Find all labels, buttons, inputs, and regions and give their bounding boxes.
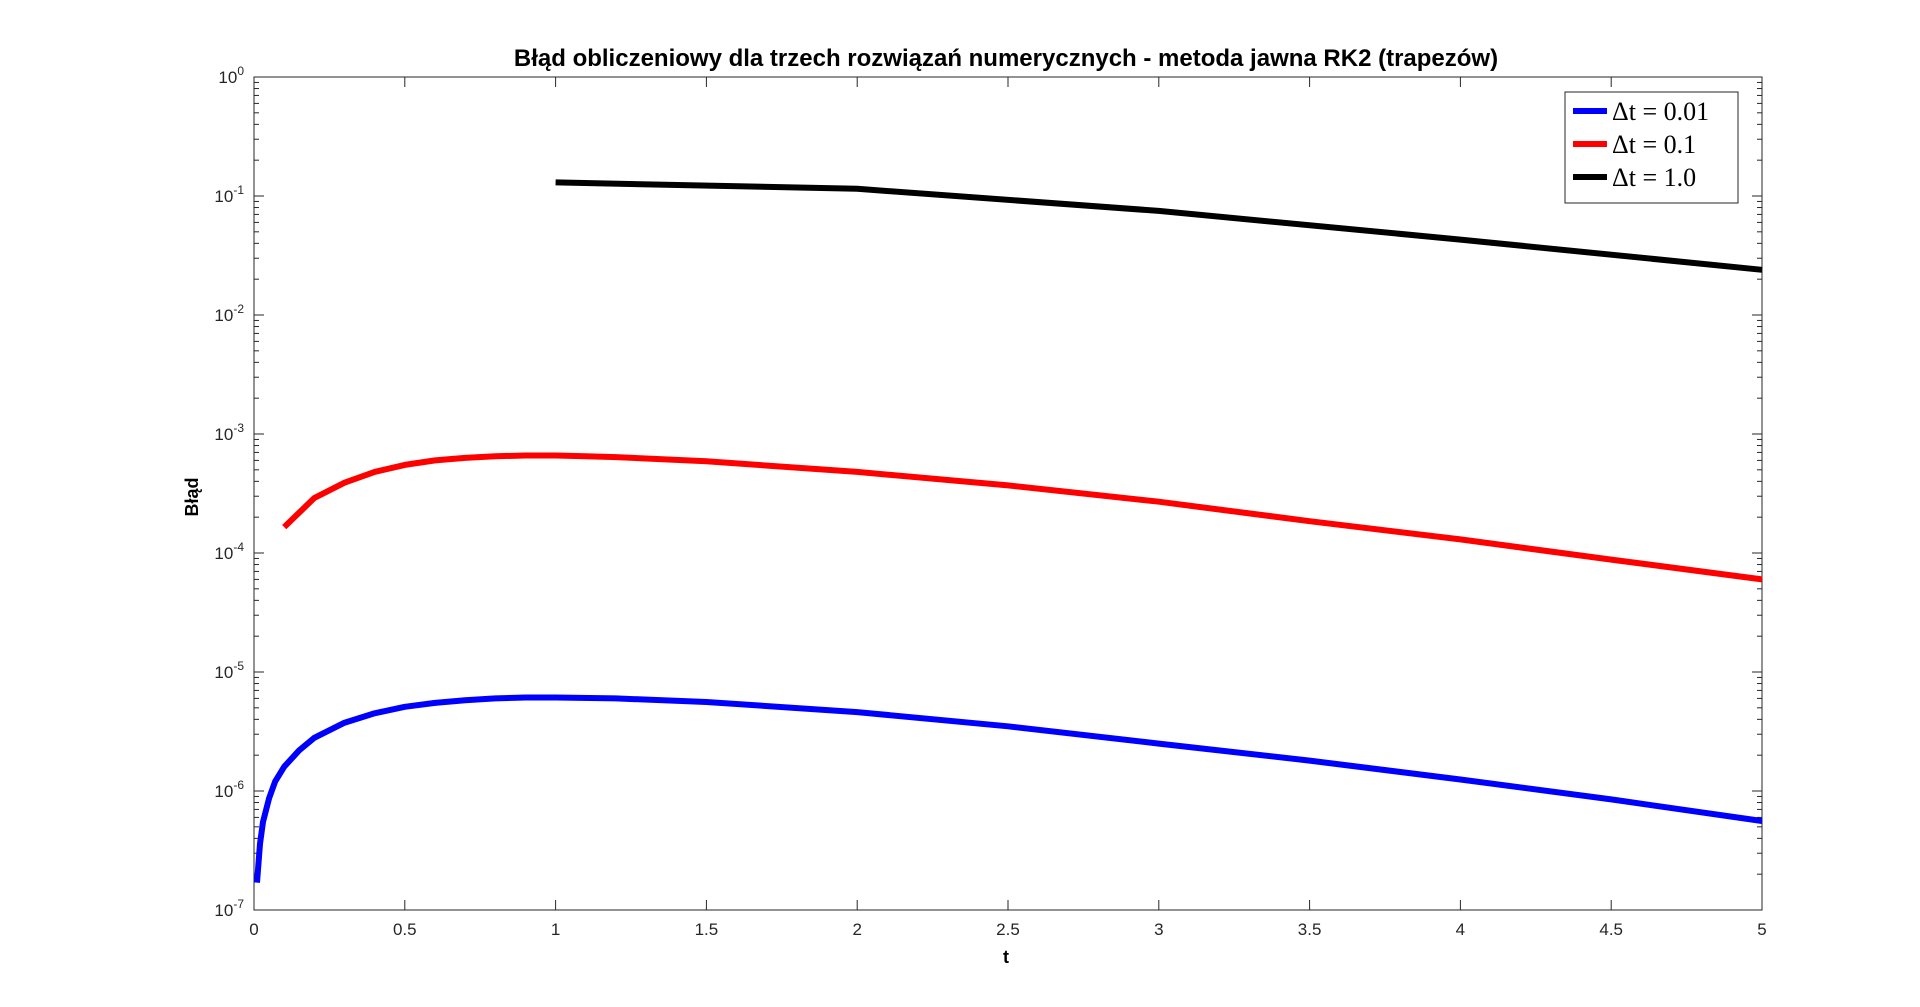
x-tick-label: 4 xyxy=(1456,920,1465,939)
series-line-3 xyxy=(555,179,1763,273)
x-tick-label: 1 xyxy=(551,920,560,939)
y-tick-label: 10-5 xyxy=(214,659,244,682)
x-tick-label: 0.5 xyxy=(393,920,417,939)
y-axis-label: Błąd xyxy=(182,477,202,516)
legend-label: Δt = 0.1 xyxy=(1612,130,1696,159)
y-tick-label: 10-3 xyxy=(214,421,244,444)
series-line-1 xyxy=(254,694,1763,883)
chart-title: Błąd obliczeniowy dla trzech rozwiązań n… xyxy=(514,45,1498,72)
legend-label: Δt = 1.0 xyxy=(1612,163,1696,192)
y-tick-label: 10-2 xyxy=(214,302,244,325)
y-tick-label: 10-6 xyxy=(214,778,244,801)
y-tick-label: 10-4 xyxy=(214,540,244,563)
x-tick-label: 2 xyxy=(852,920,861,939)
x-tick-label: 5 xyxy=(1757,920,1766,939)
x-tick-label: 2.5 xyxy=(996,920,1020,939)
y-tick-label: 100 xyxy=(218,64,244,87)
x-tick-label: 0 xyxy=(249,920,258,939)
x-tick-label: 3.5 xyxy=(1298,920,1322,939)
legend: Δt = 0.01 Δt = 0.1 Δt = 1.0 xyxy=(1564,91,1739,204)
y-tick-label: 10-1 xyxy=(214,183,244,206)
series-line-2 xyxy=(282,452,1763,583)
plot-area: 0 0.5 1 1.5 2 2.5 3 3.5 4 4.5 5 10-7 10-6 10-5 10-4 10-… xyxy=(214,64,1766,939)
x-tick-label: 1.5 xyxy=(695,920,719,939)
x-tick-label: 3 xyxy=(1154,920,1163,939)
x-axis-label: t xyxy=(1003,947,1009,967)
legend-label: Δt = 0.01 xyxy=(1612,97,1709,126)
x-tick-label: 4.5 xyxy=(1599,920,1623,939)
y-tick-label: 10-7 xyxy=(214,897,244,920)
